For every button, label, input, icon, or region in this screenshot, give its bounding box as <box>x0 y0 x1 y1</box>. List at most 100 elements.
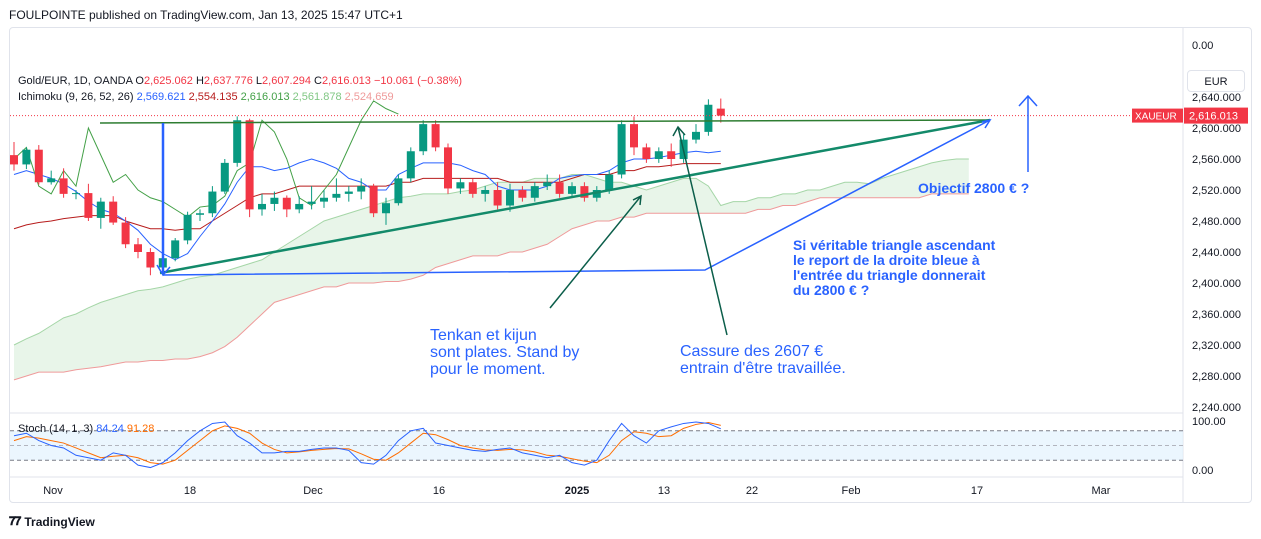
last-price-tag-label: 2,616.013 <box>1189 111 1238 123</box>
time-tick-label: Nov <box>43 485 63 497</box>
candle-body <box>419 124 428 152</box>
stoch-k-value: 84.24 <box>96 423 124 435</box>
time-tick-label: 2025 <box>565 485 589 497</box>
candle-body <box>530 186 539 198</box>
price-tick-label: 2,360.000 <box>1192 309 1241 321</box>
candle-body <box>716 108 725 116</box>
candle-body <box>344 191 353 194</box>
candle-body <box>196 213 204 215</box>
candle-body <box>543 182 552 187</box>
close-value: 2,616.013 <box>321 75 371 87</box>
candle-body <box>34 149 43 183</box>
symbol-tag-label: XAUEUR <box>1135 112 1177 123</box>
candle-body <box>456 182 465 189</box>
open-value: 2,625.062 <box>143 75 193 87</box>
price-tick-label: 2,280.000 <box>1192 371 1241 383</box>
tenkan-pointer-head <box>632 194 642 206</box>
annotation-line: Si véritable triangle ascendant <box>793 237 996 253</box>
symbol-name[interactable]: Gold/EUR, 1D, OANDA <box>18 75 133 87</box>
price-tick-label: 2,600.000 <box>1192 123 1241 135</box>
tradingview-footer[interactable]: 𝟕𝟕 TradingView <box>9 514 95 529</box>
last-price-tag-bg <box>1184 107 1248 124</box>
time-tick-label: 13 <box>658 485 670 497</box>
target-arrowhead <box>1018 94 1038 107</box>
symbol-tag-bg <box>1132 108 1183 123</box>
candle-body <box>171 240 180 259</box>
candle-body <box>580 186 589 198</box>
stoch-tick-label: 0.00 <box>1192 465 1213 477</box>
time-tick-label: Dec <box>303 485 323 497</box>
price-tick-label: 2,400.000 <box>1192 278 1241 290</box>
candle-body <box>59 178 68 194</box>
annotation-triangle: Si véritable triangle ascendant le repor… <box>793 238 995 298</box>
price-tick-label: 2,520.000 <box>1192 185 1241 197</box>
time-tick-label: 22 <box>746 485 758 497</box>
stoch-k-line <box>13 421 721 469</box>
ichimoku-name[interactable]: Ichimoku (9, 26, 52, 26) <box>18 91 134 103</box>
footer-brand: TradingView <box>24 514 95 529</box>
candle-body <box>481 190 490 194</box>
candle-body <box>233 120 242 163</box>
candle-body <box>245 120 254 210</box>
ascending-trendline <box>159 118 991 275</box>
candle-body <box>382 203 390 214</box>
candle-body <box>109 201 118 223</box>
stoch-name[interactable]: Stoch (14, 1, 3) <box>18 423 94 435</box>
candle-body <box>406 151 415 179</box>
candle-body <box>642 147 651 159</box>
ichimoku-kijun-value: 2,554.135 <box>188 91 238 103</box>
candle-body <box>121 222 130 245</box>
close-label: C <box>314 75 322 87</box>
annotation-tenkan: Tenkan et kijun sont plates. Stand by po… <box>430 327 579 378</box>
time-tick-label: 17 <box>971 485 983 497</box>
candle-body <box>394 178 403 204</box>
candle-body <box>630 124 638 148</box>
candle-body <box>72 193 80 195</box>
price-tick-label: 2,240.000 <box>1192 402 1241 414</box>
annotation-objectif: Objectif 2800 € ? <box>918 180 1030 196</box>
candle-body <box>704 104 713 132</box>
chart-legend: Gold/EUR, 1D, OANDA O2,625.062 H2,637.77… <box>18 73 462 105</box>
open-label: O <box>135 75 144 87</box>
time-tick-label: 18 <box>184 485 196 497</box>
candle-body <box>96 201 105 218</box>
stoch-legend: Stoch (14, 1, 3) 84.24 91.28 <box>18 423 154 435</box>
candle-body <box>10 155 18 165</box>
ichimoku-legend-row: Ichimoku (9, 26, 52, 26) 2,569.621 2,554… <box>18 89 462 105</box>
ichimoku-spanA-value: 2,561.878 <box>292 91 342 103</box>
low-label: L <box>255 75 263 87</box>
candle-body <box>605 174 614 190</box>
candle-body <box>270 197 279 204</box>
price-tick-label: 2,480.000 <box>1192 216 1241 228</box>
candle-body <box>654 151 663 159</box>
candle-body <box>84 193 93 218</box>
stoch-d-line <box>13 421 721 465</box>
cassure-pointer <box>677 126 728 336</box>
high-value: 2,637.776 <box>203 75 253 87</box>
senkou-span-b <box>13 193 969 381</box>
candle-body <box>357 186 366 192</box>
senkou-span-a <box>13 158 969 346</box>
change-value: −10.061 (−0.38%) <box>373 75 463 87</box>
candle-body <box>307 201 316 204</box>
candle-body <box>282 197 291 210</box>
annotation-line: Tenkan et kijun <box>430 327 537 344</box>
publisher-line: FOULPOINTE published on TradingView.com,… <box>9 8 403 22</box>
candle-body <box>555 182 564 194</box>
candle-body <box>431 124 440 148</box>
candle-body <box>146 252 155 268</box>
time-tick-label: 16 <box>433 485 445 497</box>
stoch-d-value: 91.28 <box>126 423 155 435</box>
chart-frame <box>9 27 1252 503</box>
time-tick-label: Mar <box>1092 485 1111 497</box>
high-label: H <box>195 75 204 87</box>
candle-body <box>518 190 527 198</box>
candle-body <box>506 190 514 206</box>
price-tick-label: 2,640.000 <box>1192 92 1241 104</box>
currency-button[interactable]: EUR <box>1187 70 1245 92</box>
candle-body <box>568 186 576 194</box>
candle-body <box>320 197 328 202</box>
time-tick-label: Feb <box>842 485 861 497</box>
candle-body <box>444 147 452 189</box>
